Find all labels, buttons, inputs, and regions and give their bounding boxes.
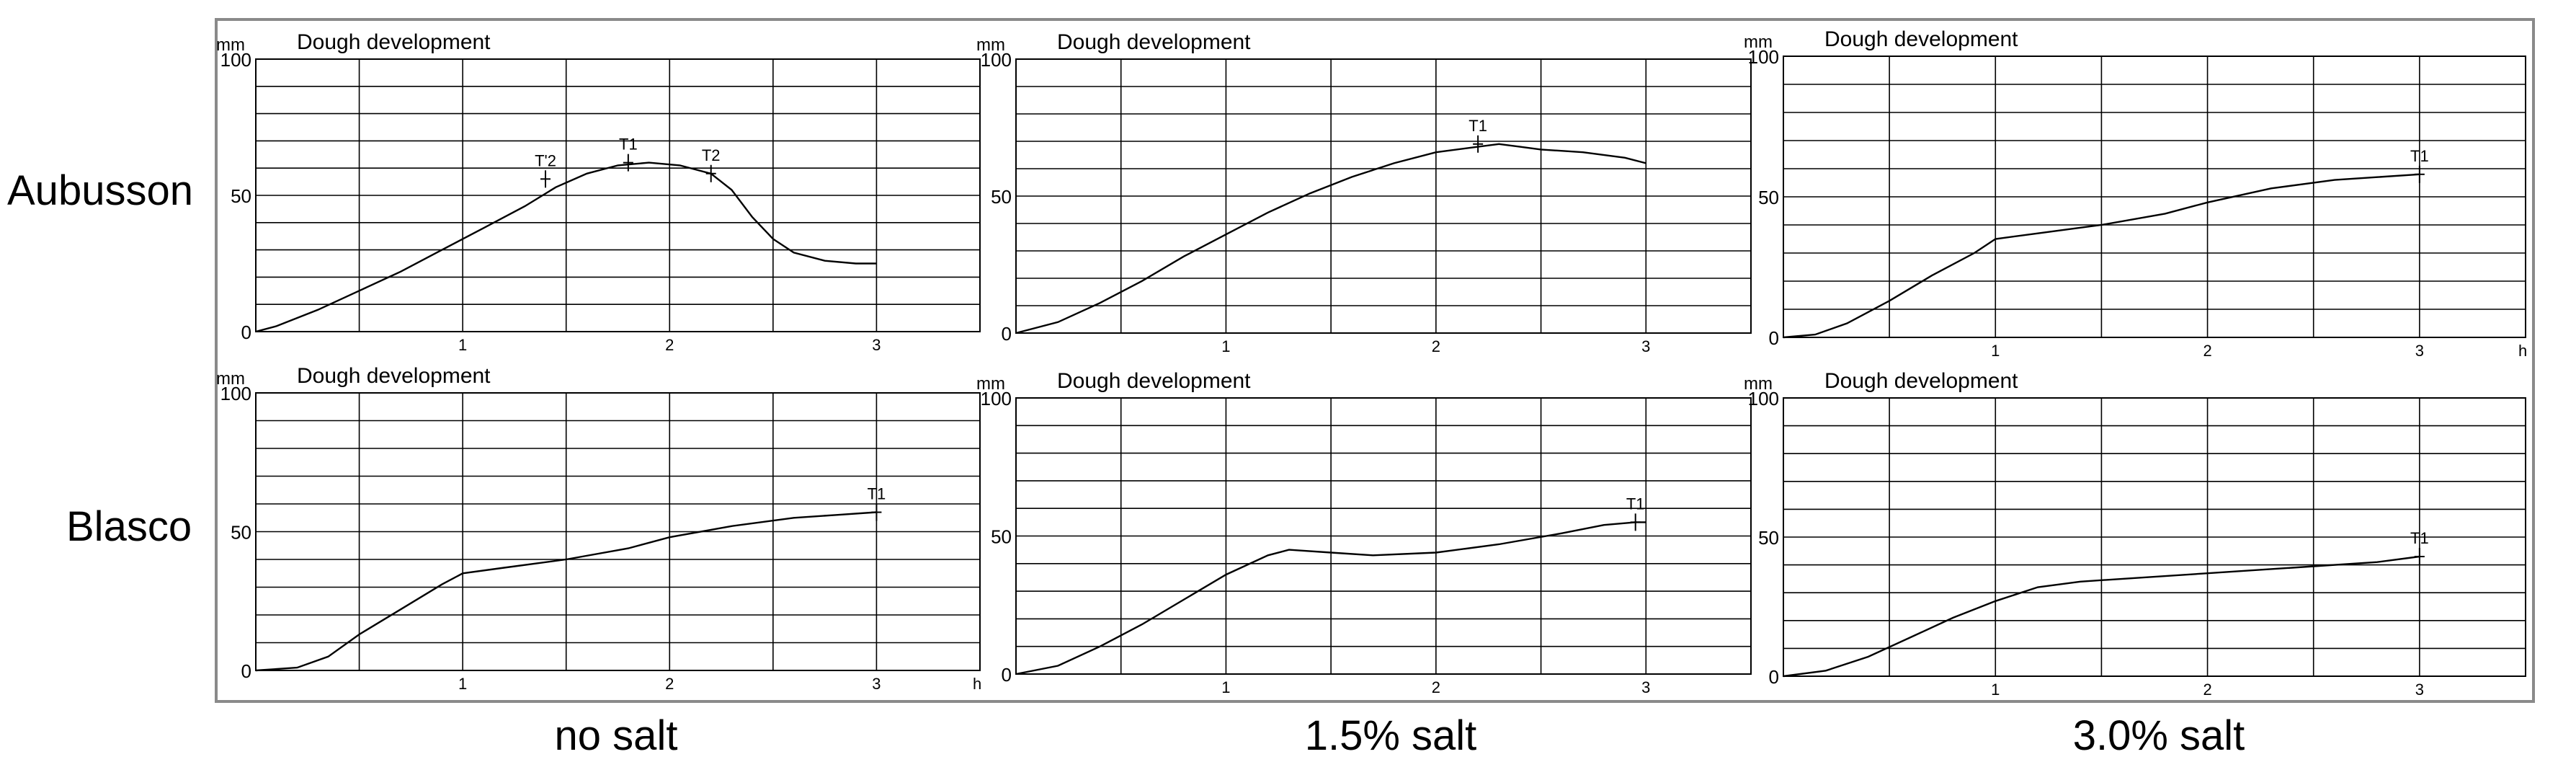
column-label-no-salt: no salt — [554, 712, 678, 759]
y-tick-label: 0 — [1002, 664, 1012, 686]
data-series-line — [1783, 173, 2420, 339]
x-tick-label: 3 — [1641, 337, 1650, 355]
marker-label: T1 — [619, 136, 638, 154]
chart-title: Dough development — [1057, 369, 1251, 393]
y-axis-label: mm — [216, 35, 245, 55]
y-tick-label: 0 — [1769, 327, 1779, 349]
x-tick-label: 3 — [2415, 681, 2424, 699]
y-tick-label: 50 — [1758, 527, 1779, 549]
chart-panel-2: 0 50 100 1 2 3 mm h Dough development T1 — [1744, 27, 2527, 360]
plot-frame — [1783, 56, 2526, 338]
marker-label: T1 — [1469, 117, 1487, 135]
plot-frame — [255, 392, 981, 671]
plot-frame — [1783, 397, 2526, 677]
plot-frame — [1015, 58, 1752, 334]
y-tick-label: 100 — [1748, 388, 1779, 409]
data-series-line — [255, 161, 877, 333]
y-tick-label: 0 — [241, 660, 251, 682]
x-tick-label: 1 — [1991, 342, 2000, 360]
chart-title: Dough development — [1057, 30, 1251, 54]
chart-title: Dough development — [1824, 27, 2018, 51]
y-tick-label: 100 — [981, 388, 1012, 409]
y-tick-label: 0 — [1002, 323, 1012, 345]
plot-frame — [1015, 397, 1752, 675]
row-label-blasco: Blasco — [66, 503, 192, 550]
figure-frame — [215, 18, 2535, 703]
y-tick-label: 100 — [1748, 46, 1779, 68]
column-label-3-0-salt: 3.0% salt — [2072, 712, 2245, 759]
x-axis-label: h — [973, 675, 981, 693]
x-axis-label: h — [2518, 342, 2527, 360]
y-tick-label: 100 — [981, 49, 1012, 71]
y-axis-label: mm — [976, 374, 1005, 394]
x-tick-label: 2 — [665, 675, 674, 693]
y-tick-label: 0 — [1769, 666, 1779, 688]
y-tick-label: 0 — [241, 322, 251, 343]
y-tick-label: 50 — [231, 522, 251, 544]
chart-title: Dough development — [1824, 369, 2018, 393]
y-tick-label: 100 — [220, 383, 251, 404]
chart-panel-5: 0 50 100 1 2 3 mm Dough development T1 — [1744, 369, 2526, 699]
y-tick-label: 50 — [991, 526, 1012, 548]
x-tick-label: 3 — [1641, 678, 1650, 696]
marker-label: T1 — [2410, 147, 2429, 165]
x-tick-label: 3 — [872, 675, 881, 693]
marker-label: T'2 — [535, 151, 556, 169]
x-tick-label: 1 — [1221, 337, 1230, 355]
chart-title: Dough development — [297, 364, 491, 388]
marker-label: T1 — [1626, 495, 1645, 513]
x-tick-label: 2 — [2203, 681, 2211, 699]
y-axis-label: mm — [976, 35, 1005, 55]
x-tick-label: 2 — [1432, 678, 1440, 696]
x-tick-label: 3 — [2415, 342, 2424, 360]
x-tick-label: 2 — [665, 336, 674, 354]
y-tick-label: 50 — [231, 185, 251, 207]
y-axis-label: mm — [1744, 374, 1773, 394]
y-tick-label: 50 — [991, 186, 1012, 208]
x-tick-label: 1 — [1221, 678, 1230, 696]
data-series-line — [1015, 143, 1646, 335]
marker-label: T1 — [2410, 529, 2429, 547]
data-series-line — [1015, 521, 1646, 675]
x-tick-label: 1 — [1991, 681, 2000, 699]
plot-frame — [255, 58, 981, 332]
marker-label: T1 — [868, 485, 886, 503]
data-series-line — [1783, 555, 2420, 678]
y-axis-label: mm — [216, 369, 245, 389]
column-label-1-5-salt: 1.5% salt — [1304, 712, 1477, 759]
chart-panel-0: 0 50 100 1 2 3 mm Dough development T'2 T1 T2 — [216, 30, 981, 354]
chart-panel-1: 0 50 100 1 2 3 mm Dough development T1 — [976, 30, 1752, 355]
x-tick-label: 2 — [2203, 342, 2211, 360]
x-tick-label: 1 — [458, 336, 467, 354]
chart-title: Dough development — [297, 30, 491, 54]
chart-panel-3: 0 50 100 1 2 3 mm h Dough development T1 — [216, 364, 981, 693]
marker-label: T2 — [702, 146, 721, 164]
data-series-line — [255, 511, 877, 672]
x-tick-label: 1 — [458, 675, 467, 693]
row-label-aubusson: Aubusson — [7, 167, 193, 214]
chart-panel-4: 0 50 100 1 2 3 mm Dough development T1 — [976, 369, 1752, 696]
x-tick-label: 2 — [1432, 337, 1440, 355]
y-axis-label: mm — [1744, 32, 1773, 52]
x-tick-label: 3 — [872, 336, 881, 354]
y-tick-label: 50 — [1758, 187, 1779, 208]
y-tick-label: 100 — [220, 49, 251, 71]
